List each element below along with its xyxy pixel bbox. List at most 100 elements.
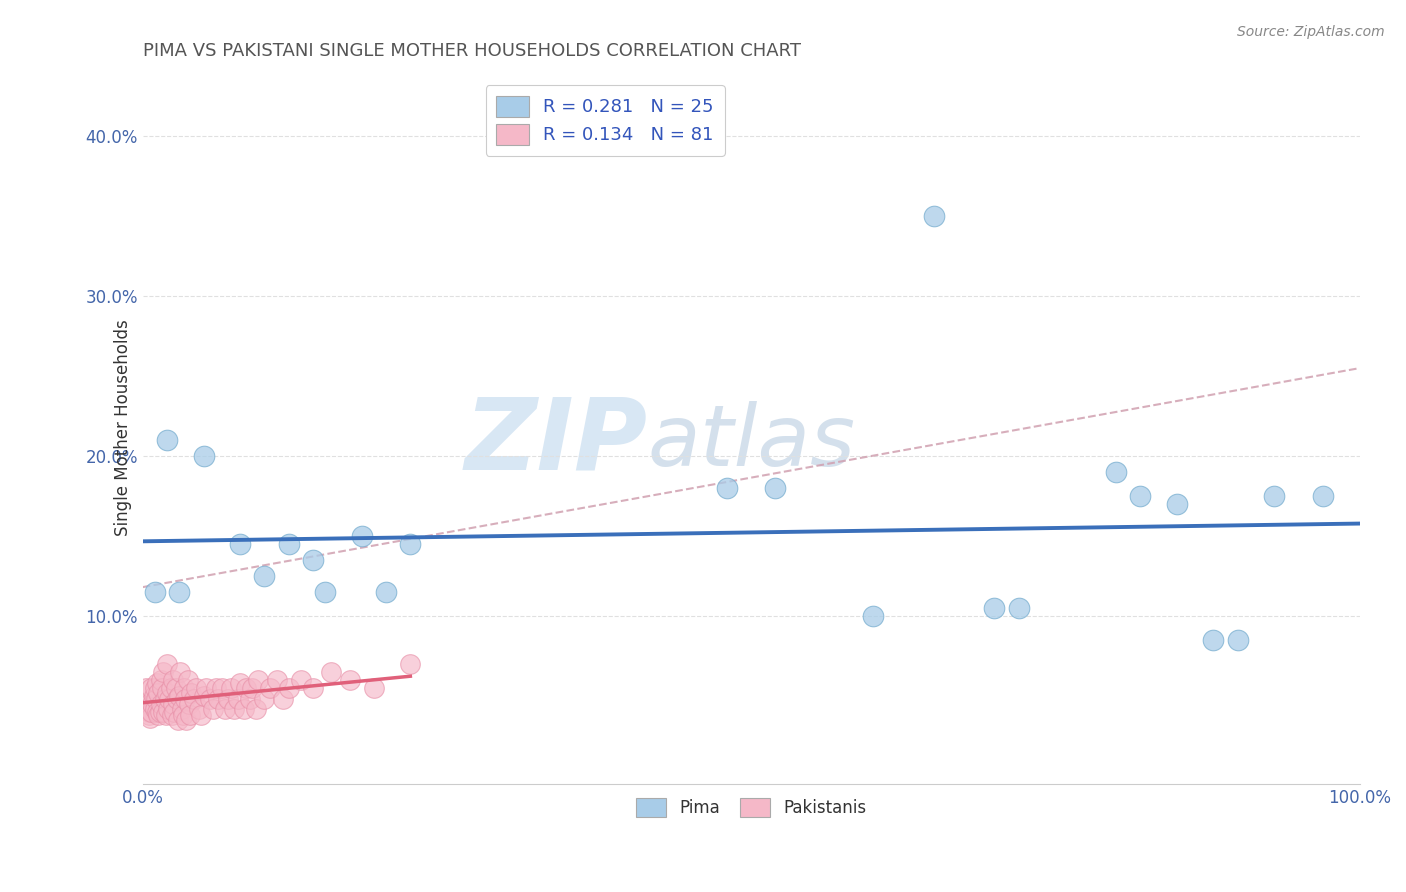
Point (862, 608, 884, 623)
Point (211, 681, 233, 695)
Point (155, 708, 177, 723)
Point (176, 673, 198, 687)
Point (141, 681, 163, 695)
Point (1105, 465, 1128, 479)
Point (221, 681, 243, 695)
Point (198, 692, 221, 706)
Point (179, 708, 201, 723)
Point (146, 705, 169, 719)
Point (187, 701, 209, 715)
Point (193, 449, 215, 463)
Point (167, 713, 190, 727)
Point (156, 657, 179, 671)
Point (229, 676, 252, 690)
Point (375, 585, 398, 599)
Point (339, 673, 361, 687)
Point (245, 701, 267, 715)
Point (271, 692, 294, 706)
Point (186, 681, 208, 695)
Point (146, 676, 169, 690)
Point (232, 701, 254, 715)
Point (214, 701, 236, 715)
Point (141, 697, 163, 711)
Point (1202, 632, 1225, 647)
Text: Source: ZipAtlas.com: Source: ZipAtlas.com (1237, 25, 1385, 39)
Point (277, 537, 299, 551)
Point (1129, 489, 1152, 503)
Point (163, 705, 186, 719)
Point (229, 537, 252, 551)
Point (165, 681, 187, 695)
Point (350, 529, 373, 543)
Point (226, 692, 249, 706)
Point (136, 697, 159, 711)
Point (1226, 632, 1249, 647)
Point (1008, 601, 1031, 615)
Point (152, 665, 174, 679)
Point (139, 711, 162, 725)
Legend: Pima, Pakistanis: Pima, Pakistanis (627, 789, 875, 825)
Point (193, 689, 215, 703)
Point (149, 697, 172, 711)
Point (153, 692, 176, 706)
Point (177, 697, 200, 711)
Point (143, 681, 166, 695)
Point (180, 685, 202, 699)
Point (190, 708, 212, 723)
Point (143, 701, 166, 715)
Point (166, 692, 188, 706)
Point (167, 585, 190, 599)
Point (162, 673, 184, 687)
Point (240, 681, 263, 695)
Point (156, 685, 179, 699)
Point (277, 681, 299, 695)
Point (235, 681, 257, 695)
Point (156, 433, 179, 447)
Point (1312, 489, 1334, 503)
Point (183, 692, 205, 706)
Point (176, 713, 198, 727)
Y-axis label: Single Mother Households: Single Mother Households (114, 319, 132, 536)
Point (149, 705, 172, 719)
Point (167, 689, 190, 703)
Point (204, 681, 226, 695)
Point (160, 708, 183, 723)
Point (765, 481, 787, 495)
Point (145, 692, 167, 706)
Point (194, 681, 217, 695)
Point (217, 692, 239, 706)
Text: ZIP: ZIP (464, 393, 648, 491)
Point (148, 708, 170, 723)
Point (253, 569, 276, 583)
Point (142, 689, 165, 703)
Point (247, 673, 270, 687)
Point (170, 701, 193, 715)
Point (314, 585, 336, 599)
Point (290, 673, 312, 687)
Point (1166, 497, 1188, 511)
Point (302, 681, 325, 695)
Point (173, 681, 195, 695)
Point (239, 692, 262, 706)
Point (150, 681, 173, 695)
Point (207, 692, 229, 706)
Point (222, 701, 245, 715)
Point (983, 601, 1005, 615)
Text: PIMA VS PAKISTANI SINGLE MOTHER HOUSEHOLDS CORRELATION CHART: PIMA VS PAKISTANI SINGLE MOTHER HOUSEHOL… (142, 42, 800, 60)
Point (363, 681, 385, 695)
Point (321, 665, 343, 679)
Point (302, 553, 325, 567)
Point (138, 708, 160, 723)
Point (149, 673, 172, 687)
Point (148, 685, 170, 699)
Point (138, 705, 160, 719)
Point (266, 673, 288, 687)
Point (174, 692, 197, 706)
Point (169, 665, 191, 679)
Point (157, 701, 180, 715)
Point (159, 681, 181, 695)
Point (253, 692, 276, 706)
Point (716, 481, 738, 495)
Point (152, 705, 174, 719)
Point (141, 705, 163, 719)
